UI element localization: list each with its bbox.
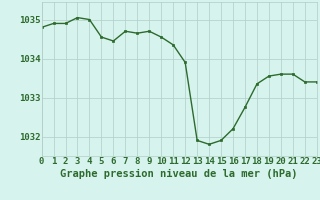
X-axis label: Graphe pression niveau de la mer (hPa): Graphe pression niveau de la mer (hPa) <box>60 169 298 179</box>
